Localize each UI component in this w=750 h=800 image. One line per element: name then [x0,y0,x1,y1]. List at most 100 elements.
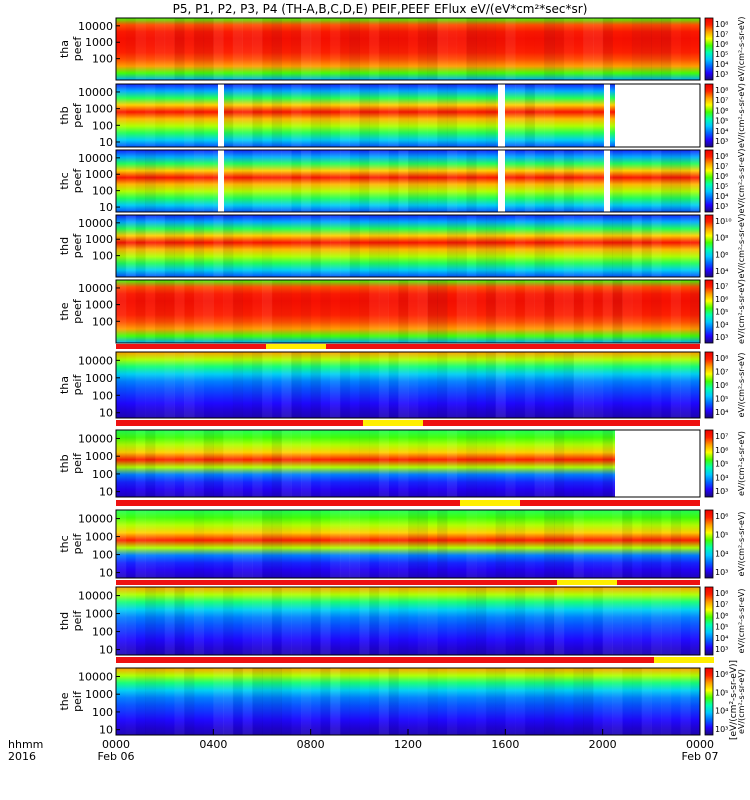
panel-ylabel: tha [58,376,71,394]
colorbar-label: eV/(cm²-s-sr-eV) [737,214,746,279]
colorbar-tick-label: 10⁸ [715,152,728,161]
colorbar-tick-label: 10⁵ [715,623,728,632]
y-tick-label: 10 [99,201,113,214]
region-bar [116,580,700,585]
colorbar [704,149,714,213]
x-axis-row-label: 2016 [8,750,36,763]
panel-frame [115,83,701,148]
spectrogram-image [116,352,700,418]
colorbar-tick-label: 10⁴ [715,60,728,69]
y-tick-label: 100 [92,549,113,562]
colorbar-tick-label: 10⁴ [715,408,728,417]
y-tick-label: 10 [99,136,113,149]
colorbar-tick-label: 10⁵ [715,531,728,540]
region-bar [116,420,700,426]
colorbar [704,214,714,278]
panel-ylabel: peif [71,610,84,632]
colorbar [704,83,714,148]
region-bar-segment [116,500,700,506]
y-tick-label: 10000 [78,86,113,99]
x-axis-row-label: hhmm [8,738,43,751]
panel-ylabel: peef [71,233,84,259]
colorbar-tick-label: 10⁵ [715,395,728,404]
panel-ylabel: thb [58,454,71,472]
colorbar-tick-label: 10⁶ [715,250,728,259]
y-tick-label: 10000 [78,282,113,295]
spectrogram-image [116,215,700,277]
panel-ylabel: thd [58,237,71,255]
spectrogram-image [116,280,700,343]
panel-ylabel: peef [71,298,84,324]
colorbar-tick-label: 10⁵ [715,182,728,191]
y-tick-label: 10 [99,486,113,499]
region-bar-segment [266,344,326,349]
colorbar [704,586,714,656]
colorbar-tick-label: 10⁶ [715,381,728,390]
panel-ylabel: peif [71,690,84,712]
region-bar-segment [557,580,617,585]
y-tick-label: 10 [99,724,113,737]
colorbar-tick-label: 10⁸ [715,234,728,243]
region-bar-segment [116,344,700,349]
x-tick-date: Feb 07 [682,750,719,763]
y-tick-label: 100 [92,185,113,198]
spectrogram-image [116,668,700,735]
colorbar-tick-label: 10⁶ [715,446,728,455]
y-tick-label: 100 [92,315,113,328]
y-tick-label: 100 [92,626,113,639]
x-tick-label: 2000 [589,738,617,751]
colorbar-tick-label: 10³ [715,487,728,496]
region-bar-segment [116,657,700,663]
panel-ylabel: thb [58,106,71,124]
y-tick-label: 1000 [85,233,113,246]
colorbar [704,351,714,419]
panel-frame [115,351,701,419]
panel-frame [115,586,701,656]
y-tick-label: 1000 [85,168,113,181]
colorbar-tick-label: 10⁵ [715,460,728,469]
y-tick-label: 10000 [78,590,113,603]
y-tick-label: 1000 [85,531,113,544]
spectrogram-panel-the-peif: 10000 1000 100 10 the peif 10⁶ 10⁵ 10⁴ 10³ eV/(cm²… [58,667,746,737]
colorbar-tick-label: 10⁴ [715,549,728,558]
colorbar-tick-label: 10⁷ [715,432,728,441]
colorbar [704,279,714,344]
y-tick-label: 1000 [85,372,113,385]
colorbar-tick-label: 10⁵ [715,308,728,317]
spectrogram-panel-thb-peif: 10000 1000 100 10 thb peif 10⁷ 10⁶ 10⁵ 10⁴ 10³ eV/(… [58,429,746,499]
colorbar-tick-label: 10³ [715,70,728,79]
colorbar-tick-label: 10⁴ [715,267,728,276]
colorbar-tick-label: 10³ [715,202,728,211]
x-tick-label: 1200 [394,738,422,751]
y-tick-label: 10 [99,407,113,420]
colorbar-tick-label: 10⁶ [715,670,728,679]
spectrogram-panel-thd-peif: 10000 1000 100 10 thd peif 10⁸ 10⁷ 10⁶ 10⁵ 10⁴ 10³ e… [58,586,746,657]
colorbar [704,509,714,579]
panel-ylabel: the [58,302,71,320]
y-tick-label: 10000 [78,354,113,367]
colorbar-label: eV/(cm²-s-sr-eV) [737,17,746,82]
region-bar-segment [654,657,714,663]
panel-ylabel: the [58,692,71,710]
region-bar [116,344,700,349]
colorbar-label: eV/(cm²-s-sr-eV) [737,279,746,344]
colorbar-tick-label: 10⁴ [715,127,728,136]
y-tick-label: 100 [92,250,113,263]
panel-frame [115,429,701,498]
colorbar-tick-label: 10⁴ [715,634,728,643]
region-bar-segment [460,500,520,506]
colorbar-tick-label: 10⁴ [715,707,728,716]
colorbar-tick-label: 10⁶ [715,611,728,620]
colorbar-tick-label: 10⁷ [715,368,728,377]
y-tick-label: 1000 [85,299,113,312]
y-tick-label: 1000 [85,36,113,49]
spectrogram-image [116,430,700,497]
panel-ylabel: peef [71,36,84,62]
colorbar-tick-label: 10⁷ [715,30,728,39]
y-tick-label: 10000 [78,432,113,445]
colorbar-label: eV/(cm²-s-sr-eV) [737,353,746,418]
colorbar-tick-label: 10⁵ [715,117,728,126]
panel-ylabel: peif [71,374,84,396]
